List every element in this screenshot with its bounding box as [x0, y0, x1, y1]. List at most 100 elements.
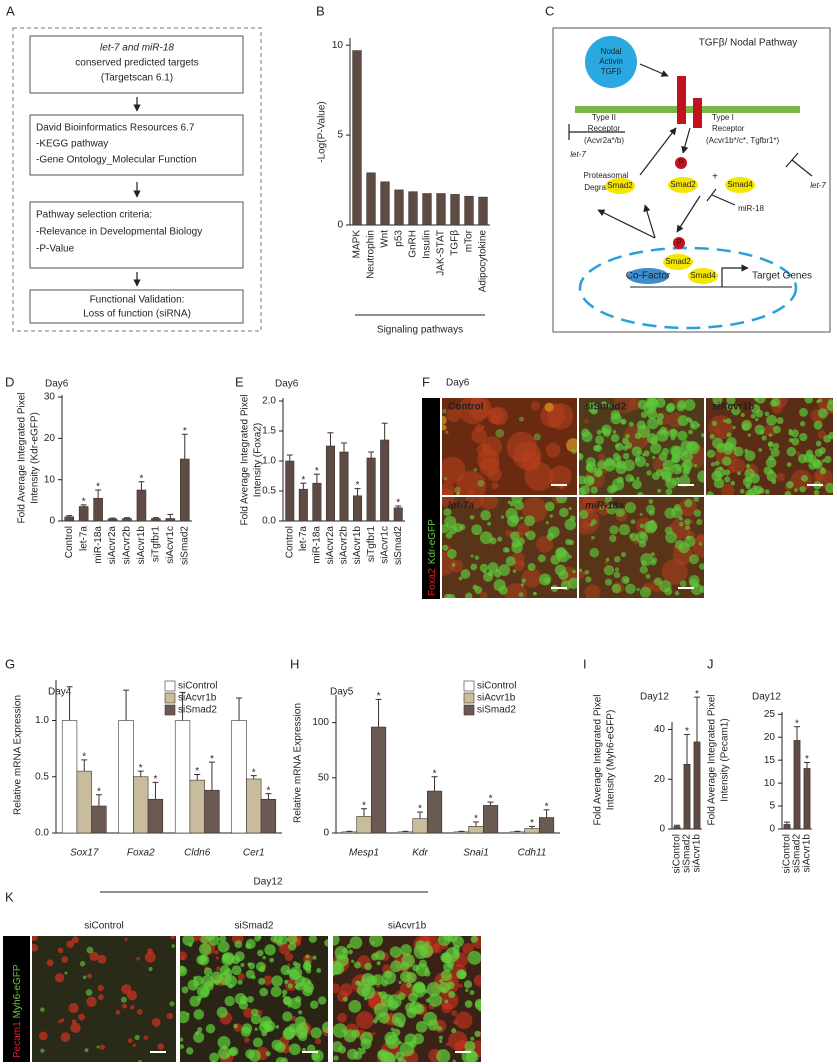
significance-mark: * [315, 466, 319, 477]
smad-label: Smad2 [670, 180, 696, 189]
bar [64, 516, 75, 522]
cell-signal [721, 456, 732, 466]
cell-signal [634, 456, 641, 462]
cell-signal [706, 449, 716, 459]
cell-signal [32, 936, 38, 941]
bar [426, 790, 443, 834]
cell-signal [343, 1029, 357, 1043]
y-axis-label: -Log(P-Value) [317, 101, 328, 163]
significance-mark: * [139, 473, 143, 484]
cell-signal [615, 507, 626, 518]
cell-signal [143, 1035, 149, 1040]
cell-signal [97, 954, 107, 964]
cell-signal [79, 960, 86, 967]
x-tick-label: TGFβ [450, 230, 461, 256]
cell-signal [636, 587, 640, 592]
cell-signal [38, 1031, 48, 1041]
cell-signal [699, 585, 704, 593]
day-label: Day12 [254, 877, 283, 888]
cell-signal [641, 424, 646, 428]
cell-signal [799, 432, 808, 442]
cell-signal [454, 1011, 473, 1030]
cell-signal [287, 963, 291, 967]
cell-signal [470, 563, 478, 571]
cell-signal [544, 402, 554, 412]
cell-signal [745, 463, 751, 469]
cell-signal [442, 524, 449, 534]
bar [165, 518, 176, 522]
cell-signal [250, 1013, 262, 1025]
cell-signal [349, 936, 363, 950]
significance-mark: * [82, 497, 86, 508]
cell-signal [257, 949, 264, 957]
cell-signal [795, 451, 801, 456]
cell-signal [32, 943, 38, 952]
cell-signal [558, 569, 569, 580]
cell-signal [445, 531, 453, 539]
significance-mark: * [377, 691, 381, 702]
significance-mark: * [433, 768, 437, 779]
x-tick-label: Foxa2 [127, 848, 155, 859]
cell-signal [712, 437, 724, 449]
cell-signal [259, 987, 269, 997]
cell-signal [671, 477, 680, 486]
cell-signal [611, 478, 625, 491]
cell-signal [387, 999, 399, 1011]
cell-signal [607, 403, 613, 409]
cell-signal [312, 1052, 320, 1061]
cell-signal [584, 569, 590, 575]
receptor [693, 98, 702, 128]
cell-signal [254, 936, 261, 942]
pathway-diagram: C TGFβ/ Nodal Pathway Nodal Activin TGFβ… [545, 3, 831, 333]
cell-signal [671, 453, 681, 463]
x-tick-label: siAcvr2b [122, 526, 133, 565]
cell-signal [490, 414, 499, 423]
cell-signal [333, 1023, 348, 1038]
cell-signal [302, 961, 312, 971]
cell-signal [40, 1048, 45, 1053]
cell-signal [581, 521, 591, 530]
cell-signal [298, 1010, 303, 1015]
degradation-label: Proteasomal [584, 171, 629, 180]
x-tick-label: Sox17 [70, 848, 99, 859]
micrograph-panel-f: F Day6 Foxa2 Kdr-eGFP [422, 374, 470, 599]
y-axis-label: Relative mRNA Expression [13, 695, 24, 815]
cell-signal [361, 985, 376, 1000]
cell-signal [706, 491, 714, 495]
x-tick-label: siAcvr1c [379, 526, 390, 564]
micrograph [180, 936, 328, 1062]
cell-signal [741, 420, 752, 431]
inhibition [711, 194, 736, 206]
cell-signal [217, 1035, 231, 1049]
receptor-label: (Acvr1b*/c*, Tgfbr1*) [706, 136, 780, 145]
legend-swatch [463, 704, 475, 716]
cell-signal [601, 401, 608, 408]
stain-name: Myh6-eGFP [12, 964, 23, 1018]
cell-signal [360, 1031, 374, 1045]
cell-signal [444, 477, 448, 481]
cell-signal [495, 428, 505, 438]
cell-signal [658, 452, 668, 461]
cell-signal [462, 942, 474, 955]
cell-signal [579, 509, 589, 519]
cell-signal [662, 459, 674, 471]
x-tick-label: siAcvr2a [325, 526, 336, 565]
x-tick-label: p53 [394, 230, 405, 247]
cell-signal [451, 1010, 458, 1016]
cell-signal [585, 576, 592, 583]
flow-text: Functional Validation: [90, 295, 185, 306]
cell-signal [512, 569, 517, 573]
bar [408, 191, 418, 226]
cell-signal [761, 435, 767, 441]
cell-signal [674, 539, 685, 550]
cell-signal [180, 1044, 185, 1050]
significance-mark: * [530, 818, 534, 829]
cell-signal [579, 453, 584, 461]
cell-signal [726, 432, 732, 438]
cell-signal [245, 969, 255, 979]
cell-signal [458, 983, 463, 988]
cell-signal [333, 960, 343, 975]
cell-signal [60, 1032, 71, 1043]
panel-label: A [6, 3, 15, 18]
cell-signal [432, 942, 443, 954]
